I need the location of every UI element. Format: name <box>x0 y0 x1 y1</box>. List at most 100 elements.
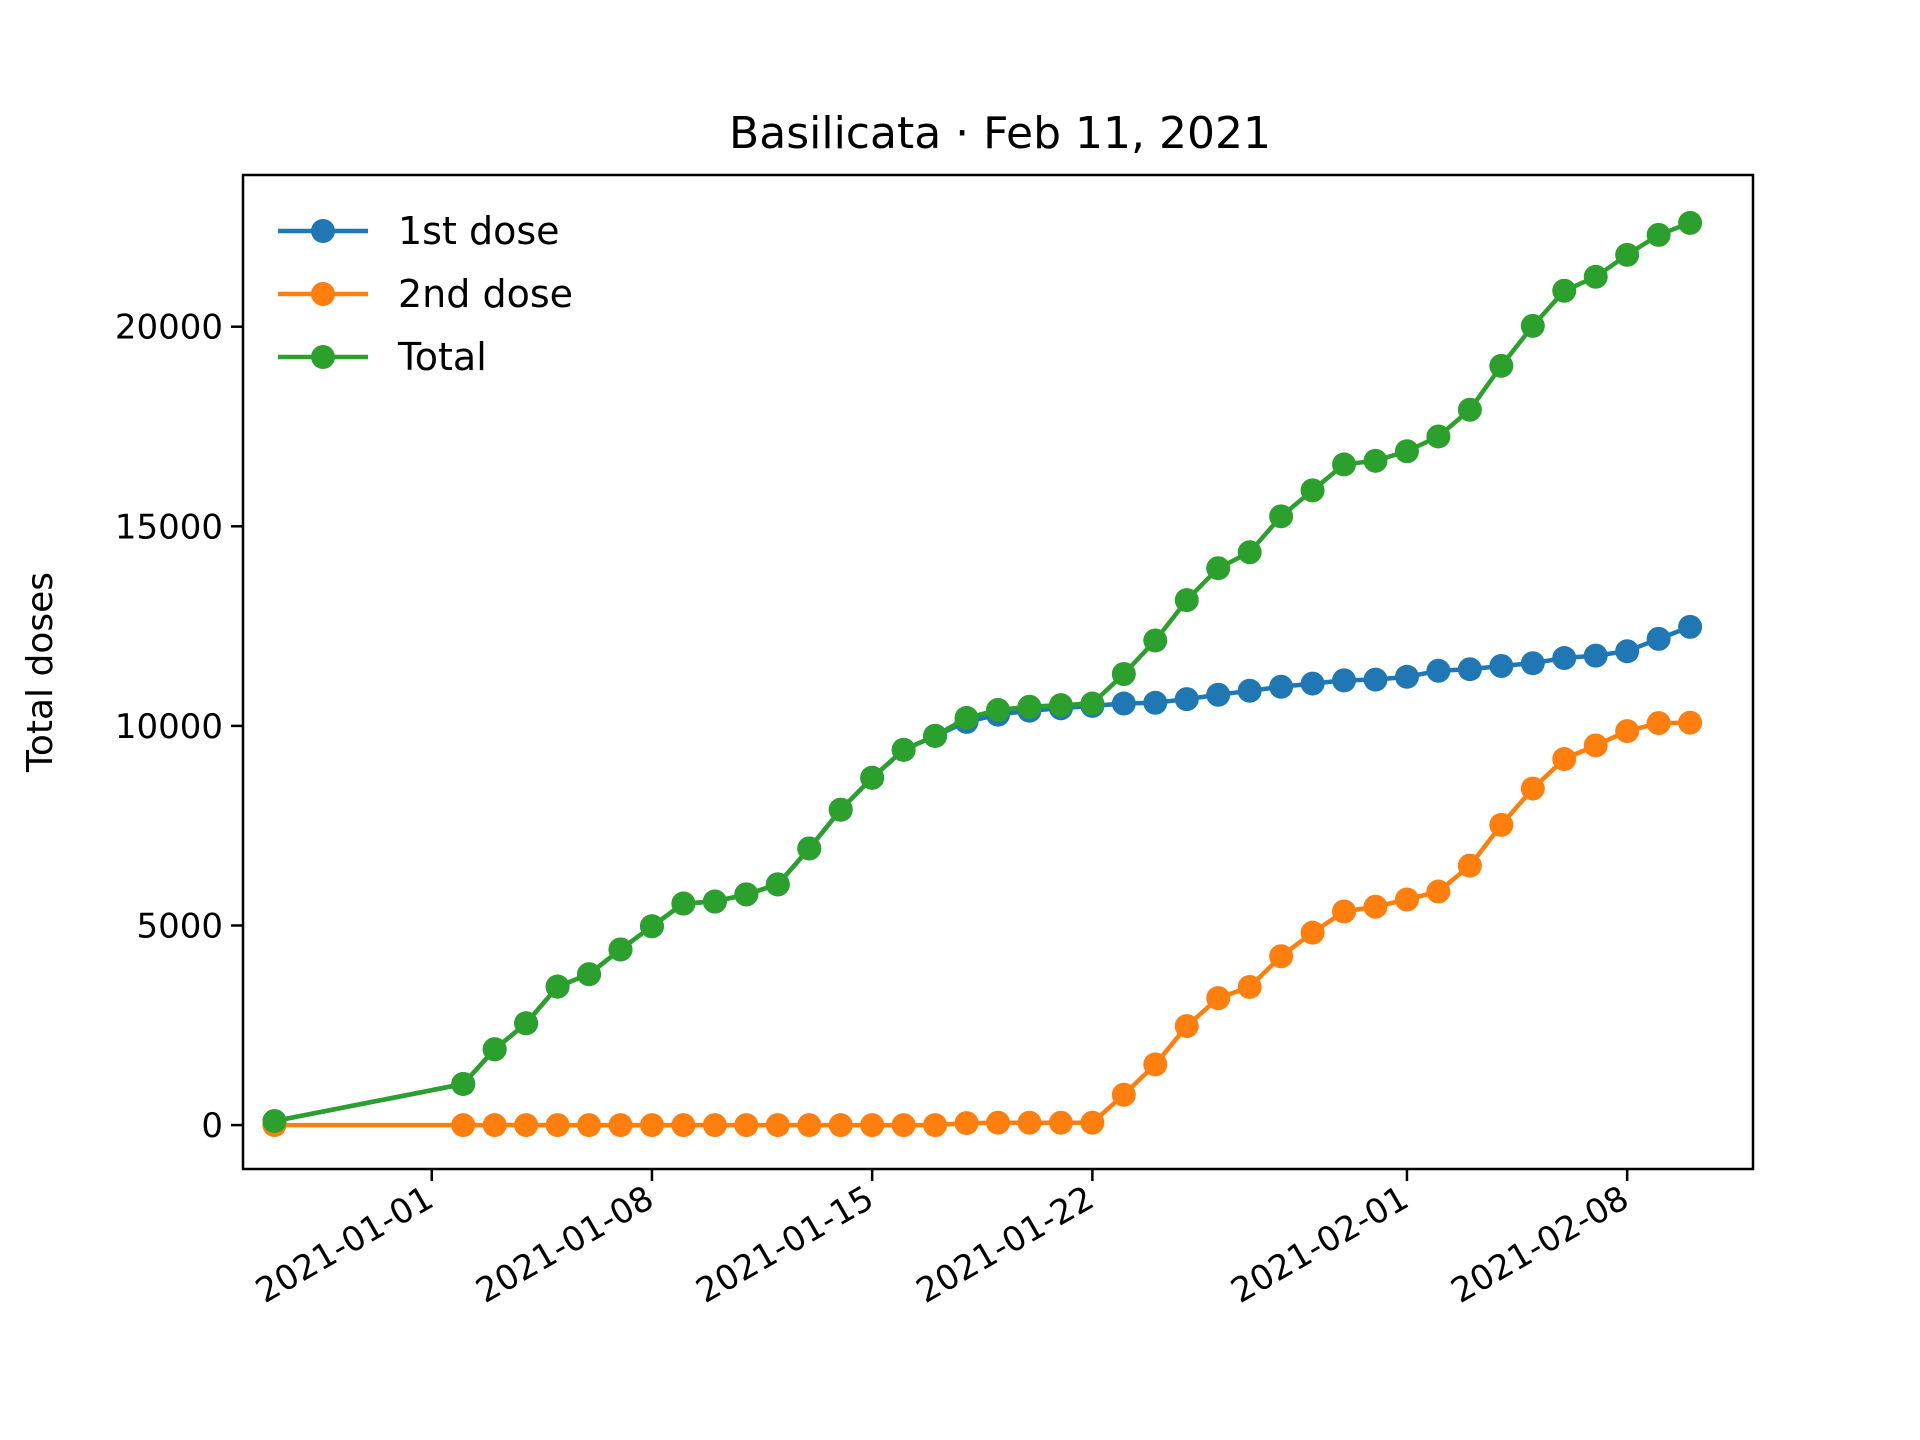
legend-item: 2nd dose <box>278 272 573 316</box>
data-point <box>1174 687 1199 712</box>
data-point <box>1237 678 1262 703</box>
data-point <box>1394 664 1419 689</box>
data-point <box>1583 643 1608 668</box>
data-point <box>828 797 853 822</box>
data-point <box>671 1113 696 1138</box>
data-point <box>1269 504 1294 529</box>
data-point <box>1552 747 1577 772</box>
data-point <box>986 697 1010 722</box>
plot-area-frame <box>241 173 1755 1171</box>
data-point <box>514 1011 539 1036</box>
data-point <box>1583 264 1608 289</box>
data-point <box>1111 661 1136 686</box>
y-tick-label: 20000 <box>115 308 223 348</box>
data-point <box>1457 657 1482 682</box>
data-point <box>1520 776 1545 801</box>
data-point <box>639 914 664 939</box>
legend-item: Total <box>278 335 487 379</box>
data-point <box>545 974 570 999</box>
data-point <box>1048 1110 1073 1135</box>
data-point <box>734 1113 759 1138</box>
data-point <box>608 937 633 962</box>
data-point <box>828 1113 853 1138</box>
data-point <box>860 1113 885 1138</box>
data-point <box>671 891 696 916</box>
legend-label: Total <box>397 335 487 379</box>
data-point <box>1363 667 1388 692</box>
data-point <box>1489 353 1514 378</box>
legend-label: 1st dose <box>398 209 560 253</box>
data-point <box>1489 654 1514 679</box>
data-point <box>797 836 822 861</box>
data-point <box>1457 853 1482 878</box>
data-point <box>1646 626 1671 651</box>
plot-series <box>262 210 1703 1138</box>
data-point <box>1615 639 1640 664</box>
data-point <box>1552 278 1577 303</box>
data-point <box>797 1113 822 1138</box>
data-point <box>545 1113 570 1138</box>
data-point <box>1174 1014 1199 1039</box>
y-tick-label: 15000 <box>115 507 223 547</box>
data-point <box>1080 1110 1105 1135</box>
data-point <box>1678 614 1703 639</box>
data-point <box>1237 974 1262 999</box>
data-point <box>1300 478 1325 503</box>
legend-marker <box>311 345 335 369</box>
data-point <box>1300 671 1325 696</box>
data-point <box>1394 439 1419 464</box>
data-point <box>639 1113 664 1138</box>
data-point <box>482 1113 507 1138</box>
data-point <box>1017 694 1042 719</box>
data-point <box>765 872 790 897</box>
data-point <box>451 1071 476 1096</box>
data-point <box>1143 1052 1168 1077</box>
data-point <box>1332 899 1357 924</box>
data-point <box>1332 452 1357 477</box>
data-point <box>734 882 759 907</box>
data-point <box>954 1111 979 1136</box>
data-point <box>1646 222 1671 247</box>
data-point <box>923 723 948 748</box>
data-point <box>954 705 979 730</box>
data-point <box>702 1113 727 1138</box>
y-tick-label: 0 <box>201 1106 223 1146</box>
data-point <box>1520 313 1545 338</box>
data-point <box>1489 812 1514 837</box>
data-point <box>1237 540 1262 565</box>
data-point <box>1520 651 1545 676</box>
data-point <box>1583 733 1608 758</box>
data-point <box>986 1110 1010 1135</box>
data-point <box>482 1037 507 1062</box>
data-point <box>1426 424 1451 449</box>
data-point <box>577 1113 602 1138</box>
data-point <box>1111 1082 1136 1107</box>
y-tick-label: 10000 <box>115 707 223 747</box>
data-point <box>1269 944 1294 969</box>
data-point <box>1269 674 1294 699</box>
data-point <box>1678 710 1703 735</box>
data-point <box>514 1113 539 1138</box>
chart-title: Basilicata · Feb 11, 2021 <box>729 108 1271 159</box>
data-point <box>702 889 727 914</box>
legend-item: 1st dose <box>278 209 560 253</box>
data-point <box>1080 691 1105 716</box>
data-point <box>1048 693 1073 718</box>
data-point <box>1615 719 1640 744</box>
data-point <box>1426 879 1451 904</box>
data-point <box>1206 556 1231 581</box>
legend-marker <box>311 282 335 306</box>
data-point <box>1332 668 1357 693</box>
data-point <box>577 962 602 987</box>
data-point <box>451 1113 476 1138</box>
data-point <box>608 1113 633 1138</box>
data-point <box>1615 242 1640 267</box>
data-point <box>923 1113 948 1138</box>
data-point <box>1206 986 1231 1011</box>
data-point <box>262 1109 287 1134</box>
data-point <box>891 1113 916 1138</box>
legend: 1st dose 2nd dose Total <box>278 209 573 379</box>
data-point <box>1143 628 1168 653</box>
data-point <box>1111 691 1136 716</box>
